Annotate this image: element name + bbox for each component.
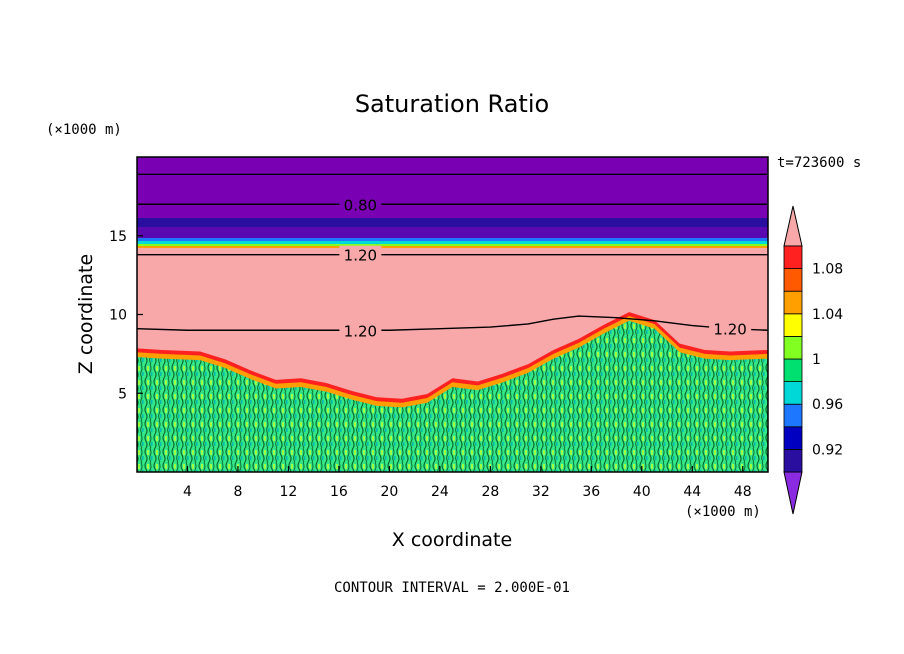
x-tick-label-3: 16: [330, 484, 348, 500]
colorbar-label-7: 1.04: [812, 307, 843, 323]
transition-band-cyan: [137, 241, 768, 244]
colorbar-swatch-6: [783, 335, 803, 360]
colorbar-swatch-5: [783, 358, 803, 383]
colorbar-swatch-3: [783, 403, 803, 428]
time-label: t=723600 s: [777, 155, 861, 171]
chart-title: Saturation Ratio: [355, 90, 549, 118]
x-unit-label: (×1000 m): [685, 504, 761, 520]
x-tick-label-1: 8: [233, 484, 242, 500]
colorbar: 0.92 0.96 1 1.04 1.08: [783, 205, 843, 515]
y-tick-label-1: 10: [109, 308, 127, 324]
contour-label-3: 1.20: [713, 321, 746, 339]
colorbar-label-9: 1.08: [812, 262, 843, 278]
colorbar-swatch-2: [783, 426, 803, 450]
contour-1.20-mid: [137, 315, 768, 331]
y-tick-label-2: 15: [109, 229, 127, 245]
colorbar-swatch-1: [783, 448, 803, 473]
contour-label-bg-2: [339, 321, 382, 339]
colorbar-label-5: 1: [812, 352, 821, 368]
contour-label-1: 1.20: [344, 247, 377, 265]
plot-area: [137, 157, 768, 472]
contour-label-0: 0.80: [344, 196, 377, 214]
colorbar-label-1: 0.92: [812, 442, 843, 458]
contour-interval-footer: CONTOUR INTERVAL = 2.000E-01: [334, 580, 570, 596]
transition-band-green: [137, 244, 768, 246]
colorbar-max-triangle: [783, 205, 803, 247]
x-tick-label-9: 40: [633, 484, 651, 500]
colorbar-swatch-9: [783, 268, 803, 292]
y-tick-label-0: 5: [118, 386, 127, 402]
purple-band-lower: [137, 227, 768, 238]
colorbar-swatch-8: [783, 290, 803, 315]
contour-labels: 0.80 1.20 1.20 1.20: [339, 195, 752, 340]
x-tick-label-11: 48: [734, 484, 752, 500]
x-tick-label-5: 24: [431, 484, 449, 500]
x-tick-label-6: 28: [481, 484, 499, 500]
contour-label-bg-0: [339, 195, 382, 213]
contour-label-2: 1.20: [344, 322, 377, 340]
x-tick-label-10: 44: [683, 484, 701, 500]
colorbar-swatch-4: [783, 381, 803, 405]
x-tick-label-2: 12: [280, 484, 298, 500]
colorbar-swatch-10: [783, 245, 803, 270]
x-tick-label-7: 32: [532, 484, 550, 500]
colorbar-swatch-7: [783, 313, 803, 337]
transition-band-blue: [137, 238, 768, 241]
x-tick-label-0: 4: [183, 484, 192, 500]
colorbar-label-3: 0.96: [812, 397, 843, 413]
y-unit-label: (×1000 m): [46, 122, 122, 138]
stratosphere-region: [137, 157, 768, 219]
x-tick-label-8: 36: [582, 484, 600, 500]
x-axis-title: X coordinate: [392, 529, 512, 551]
x-tick-label-4: 20: [380, 484, 398, 500]
y-ticks: 5 10 15: [109, 229, 143, 402]
upper-blue-band: [137, 218, 768, 228]
contour-lines: [137, 173, 768, 256]
transition-band-orange: [137, 246, 768, 248]
y-axis-title: Z coordinate: [75, 254, 97, 374]
contour-label-bg-3: [709, 319, 752, 337]
x-ticks: 4 8 12 16 20 24 28 32 36 40 44 48: [183, 466, 752, 500]
turbulent-cloud-layer: [137, 320, 768, 472]
contour-label-bg-1: [339, 245, 382, 263]
colorbar-min-triangle: [783, 471, 803, 515]
